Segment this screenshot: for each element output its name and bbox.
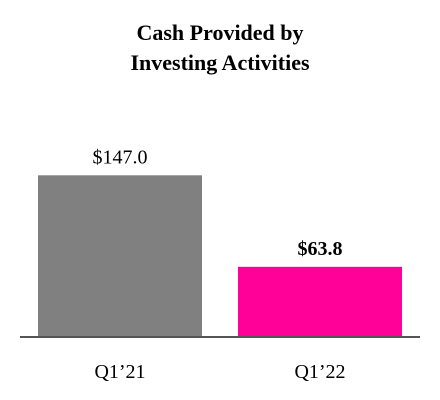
bar (38, 175, 202, 337)
bar (238, 266, 402, 337)
value-label: $63.8 (298, 238, 343, 260)
chart-title: Cash Provided by Investing Activities (130, 20, 310, 75)
x-tick-label: Q1’22 (294, 361, 345, 383)
x-tick-label: Q1’21 (94, 361, 145, 383)
value-label: $147.0 (93, 146, 148, 168)
